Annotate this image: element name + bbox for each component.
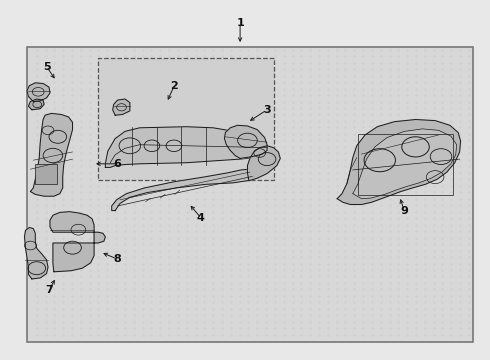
Polygon shape <box>50 212 105 272</box>
Polygon shape <box>337 120 461 204</box>
Polygon shape <box>27 83 50 102</box>
Bar <box>35 164 57 184</box>
Text: 3: 3 <box>263 105 271 115</box>
Polygon shape <box>247 146 280 181</box>
Polygon shape <box>113 99 130 115</box>
Polygon shape <box>224 125 267 158</box>
Polygon shape <box>112 169 257 211</box>
Polygon shape <box>105 127 267 167</box>
Polygon shape <box>353 129 457 199</box>
Text: 7: 7 <box>45 285 53 295</box>
Bar <box>98 58 274 180</box>
Text: 1: 1 <box>236 18 244 28</box>
Text: 6: 6 <box>114 159 122 169</box>
Text: 5: 5 <box>43 62 50 72</box>
Text: 2: 2 <box>170 81 178 91</box>
Text: 9: 9 <box>400 206 408 216</box>
Polygon shape <box>28 99 44 110</box>
Text: 4: 4 <box>197 213 205 223</box>
Bar <box>27 47 473 342</box>
Text: 8: 8 <box>114 254 122 264</box>
Bar <box>358 134 453 195</box>
Polygon shape <box>24 228 48 279</box>
Polygon shape <box>30 113 73 196</box>
